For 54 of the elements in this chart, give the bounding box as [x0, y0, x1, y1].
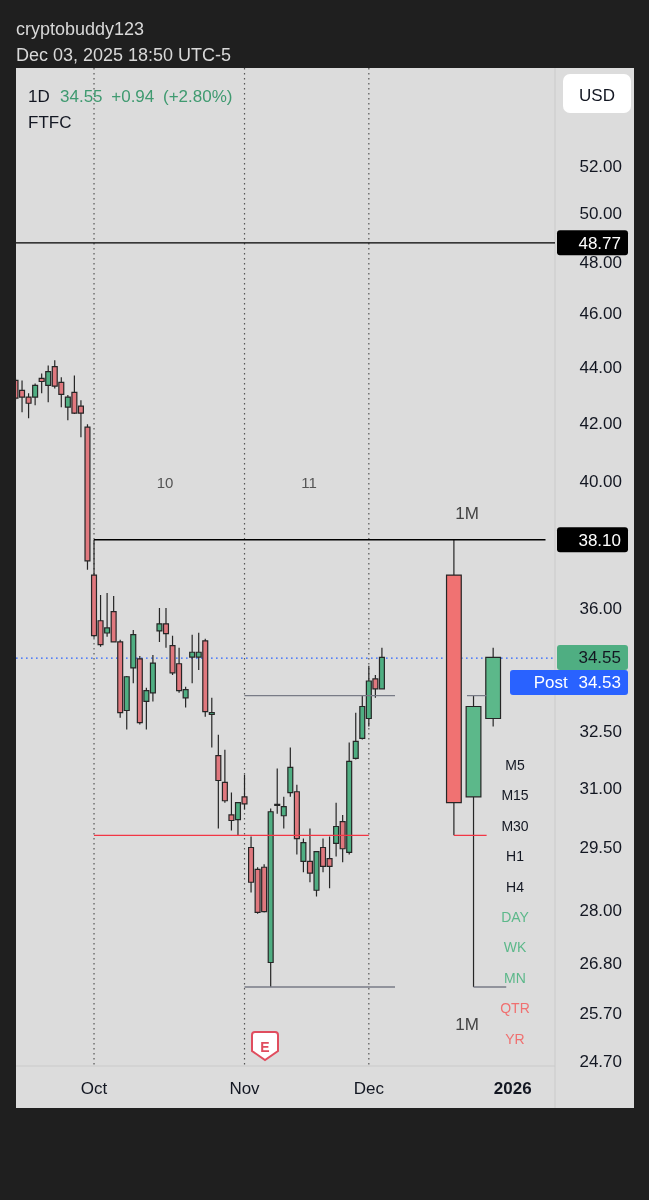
candlestick [274, 768, 281, 815]
annotation: 11 [301, 474, 317, 491]
series-label: 38.10 [578, 530, 621, 550]
y-tick-label: 24.70 [579, 1052, 622, 1072]
annotation: E [260, 1039, 270, 1055]
candlestick [445, 539, 462, 836]
y-tick-label: 29.50 [579, 838, 622, 858]
candlestick [208, 697, 215, 749]
annotation: M15 [501, 787, 529, 804]
annotation: H1 [506, 848, 525, 865]
annotation: DAY [501, 909, 530, 925]
ref-line-label: Post 34.53 [533, 673, 621, 693]
x-tick-label: Nov [229, 1079, 261, 1098]
annotation: H4 [506, 878, 525, 895]
text: Dec 03, 2025 18:50 UTC-5 [16, 45, 232, 65]
y-tick-label: 44.00 [579, 357, 622, 377]
annotation: WK [503, 939, 527, 956]
candlestick [485, 647, 502, 728]
candlestick [352, 712, 359, 761]
annotation: YR [505, 1030, 525, 1047]
annotation: QTR [500, 1000, 530, 1017]
candlestick [280, 796, 287, 830]
annotation: FTFC [28, 113, 72, 132]
y-tick-label: 25.70 [579, 1004, 622, 1024]
y-tick-label: 32.50 [579, 721, 622, 741]
annotation: 1M [455, 1015, 479, 1034]
y-tick-label: 52.00 [579, 156, 622, 176]
y-tick-label: 36.00 [579, 598, 622, 618]
text: 34.55 +0.94 (+2.80%) [60, 87, 233, 106]
y-tick-label: 26.80 [579, 953, 622, 973]
y-tick-label: 28.00 [579, 901, 622, 921]
candlestick [465, 695, 482, 988]
candlestick [84, 423, 91, 571]
y-tick-label: 46.00 [579, 304, 622, 324]
annotation: MN [504, 969, 526, 986]
y-tick-label: 40.00 [579, 472, 622, 492]
y-tick-label: 50.00 [579, 203, 622, 223]
annotation: 10 [156, 474, 174, 491]
ref-line-label: 48.77 [578, 233, 621, 253]
y-tick-label: 42.00 [579, 413, 622, 433]
text: 1D [28, 87, 50, 106]
candlestick [221, 749, 228, 804]
x-tick-label: Oct [80, 1079, 108, 1098]
text: cryptobuddy123 [16, 19, 145, 39]
y-tick-label: 31.00 [579, 778, 622, 798]
text: 34.55 [578, 648, 621, 668]
candlestick [215, 734, 222, 830]
y-tick-label: 48.00 [579, 252, 622, 272]
x-tick-label: Dec [353, 1079, 385, 1098]
text: USD [579, 86, 615, 105]
annotation: M5 [505, 757, 525, 773]
annotation: 1M [455, 504, 479, 523]
x-tick-label: 2026 [493, 1079, 532, 1098]
annotation: M30 [501, 817, 529, 834]
